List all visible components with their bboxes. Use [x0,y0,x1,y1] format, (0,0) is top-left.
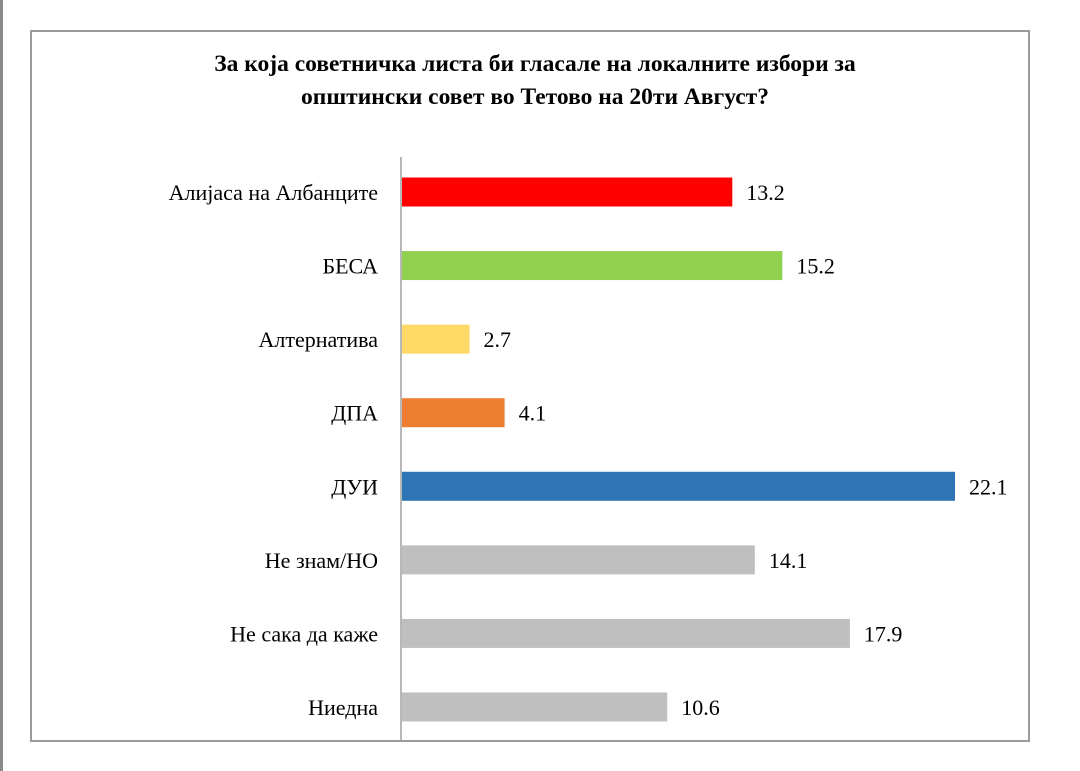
bar-6 [402,618,850,648]
category-label-3: ДПА [331,401,378,426]
category-label-5: Не знам/НО [265,548,378,573]
category-label-0: Алијаса на Албанците [169,180,378,205]
value-label-0: 13.2 [746,180,785,205]
value-label-3: 4.1 [519,401,547,426]
page-edge [0,0,3,771]
value-label-7: 10.6 [681,695,720,720]
value-label-6: 17.9 [864,621,903,646]
chart-title: За која советничка листа би гласале на л… [60,48,1010,114]
value-label-4: 22.1 [969,474,1008,499]
chart-title-line-1: За која советничка листа би гласале на л… [214,51,856,77]
value-label-1: 15.2 [796,254,835,279]
category-label-4: ДУИ [331,474,378,499]
bars-group: Алијаса на Албанците 13.2 БЕСА 15.2 Алтернат… [169,177,1008,722]
bar-4 [402,471,955,501]
value-label-2: 2.7 [484,327,512,352]
bar-5 [402,545,755,575]
category-label-7: Ниедна [308,695,378,720]
bar-0 [402,177,733,207]
bar-7 [402,692,668,722]
bar-3 [402,398,505,428]
chart-title-line-2: општински совет во Тетово на 20ти Август… [301,84,769,110]
value-label-5: 14.1 [769,548,808,573]
bar-2 [402,324,470,354]
category-label-6: Не сака да каже [230,621,378,646]
bar-1 [402,251,783,281]
category-label-1: БЕСА [322,254,378,279]
category-label-2: Алтернатива [259,327,379,352]
